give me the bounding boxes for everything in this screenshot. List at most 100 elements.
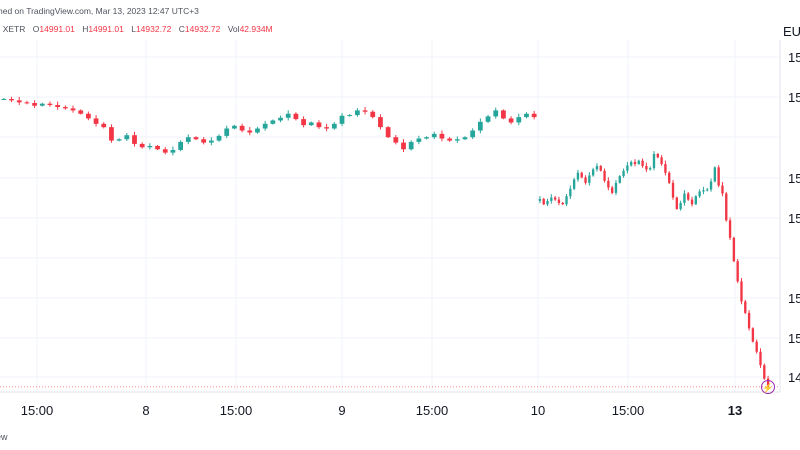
candle-body [9,99,14,101]
candle-body [86,113,91,119]
candle-body [454,139,460,141]
candle-body [401,142,406,150]
candle-body [569,188,572,197]
candle-body [702,190,705,192]
candle-body [1,99,7,101]
candle-body [185,137,191,142]
close-key: C [178,24,185,34]
candle-body [447,138,452,141]
candle-body [485,116,491,122]
price-tick-label: 15 [788,211,800,226]
candle-body [55,105,61,108]
candle-body [565,196,568,205]
candle-body [637,160,640,165]
candle-body [316,122,322,128]
candle-body [671,182,675,198]
candle-body [709,181,713,190]
low-value: 14932.72 [135,24,172,34]
ohlc-legend: , XETR O14991.01 H14991.01 L14932.72 C14… [0,24,273,34]
candle-body [561,202,564,205]
candle-body [660,157,663,165]
candlestick-series [1,96,770,389]
candle-body [717,167,720,186]
candle-body [170,149,176,153]
candle-body [70,108,76,111]
candle-body [285,113,291,118]
candle-body [694,196,698,205]
candle-body [679,202,682,209]
candle-body [362,110,368,112]
candle-body [155,145,160,150]
candle-body [599,166,602,171]
candle-body [247,130,253,133]
candle-body [622,170,625,177]
price-tick-label: 15 [788,171,800,186]
lightning-icon[interactable]: ⚡ [761,380,775,394]
price-tick-label: 15 [788,90,800,105]
candle-body [224,128,230,136]
candle-body [576,172,580,180]
candle-body [732,237,736,262]
candle-body [591,169,595,176]
candle-body [293,113,299,120]
candle-body [553,197,557,200]
candle-body [347,115,353,117]
candle-body [626,165,629,171]
candle-body [78,110,84,114]
candle-body [728,220,732,238]
time-tick-label: 15:00 [220,403,253,418]
candle-body [706,189,709,191]
candle-body [462,137,468,140]
candle-body [16,100,22,103]
open-key: O [32,24,40,34]
candle-body [542,198,545,205]
candle-body [584,177,587,183]
candle-body [546,200,549,205]
close-value: 14932.72 [184,24,221,34]
candle-body [308,122,314,126]
candle-body [139,143,145,148]
candle-body [751,328,755,342]
time-tick-label: 10 [531,403,545,418]
candle-body [508,118,514,123]
published-note: hed on TradingView.com, Mar 13, 2023 12:… [0,6,199,16]
candle-body [216,135,222,141]
candle-body [580,172,583,178]
time-tick-label: 8 [142,403,149,418]
candle-body [193,137,199,140]
price-tick-label: 14 [788,370,800,385]
time-tick-label: 15:00 [416,403,449,418]
candle-body [124,135,130,140]
candle-body [408,141,414,150]
candle-body [477,121,483,131]
candle-body [201,139,207,143]
candle-body [603,170,606,181]
candle-body [270,120,276,124]
candle-body [687,193,690,200]
candle-body [324,127,330,129]
candle-body [416,138,422,142]
candle-body [614,182,618,193]
candle-body [232,125,237,129]
candle-body [370,111,376,118]
candle-body [116,139,122,141]
candle-body [664,164,667,173]
candle-body [101,123,107,128]
candle-body [747,312,751,329]
candle-body [683,193,686,203]
candle-body [208,140,214,143]
candle-body [109,127,114,141]
candle-body [62,107,68,109]
candle-body [278,117,283,121]
candle-body [531,113,537,118]
candle-body [607,180,610,188]
candle-body [698,191,701,197]
candle-body [740,281,743,302]
chart-header: hed on TradingView.com, Mar 13, 2023 12:… [0,0,800,40]
candle-body [759,351,762,366]
candle-body [524,113,529,118]
candle-body [255,128,260,133]
time-tick-label: 15:00 [21,403,54,418]
candle-body [470,130,476,138]
